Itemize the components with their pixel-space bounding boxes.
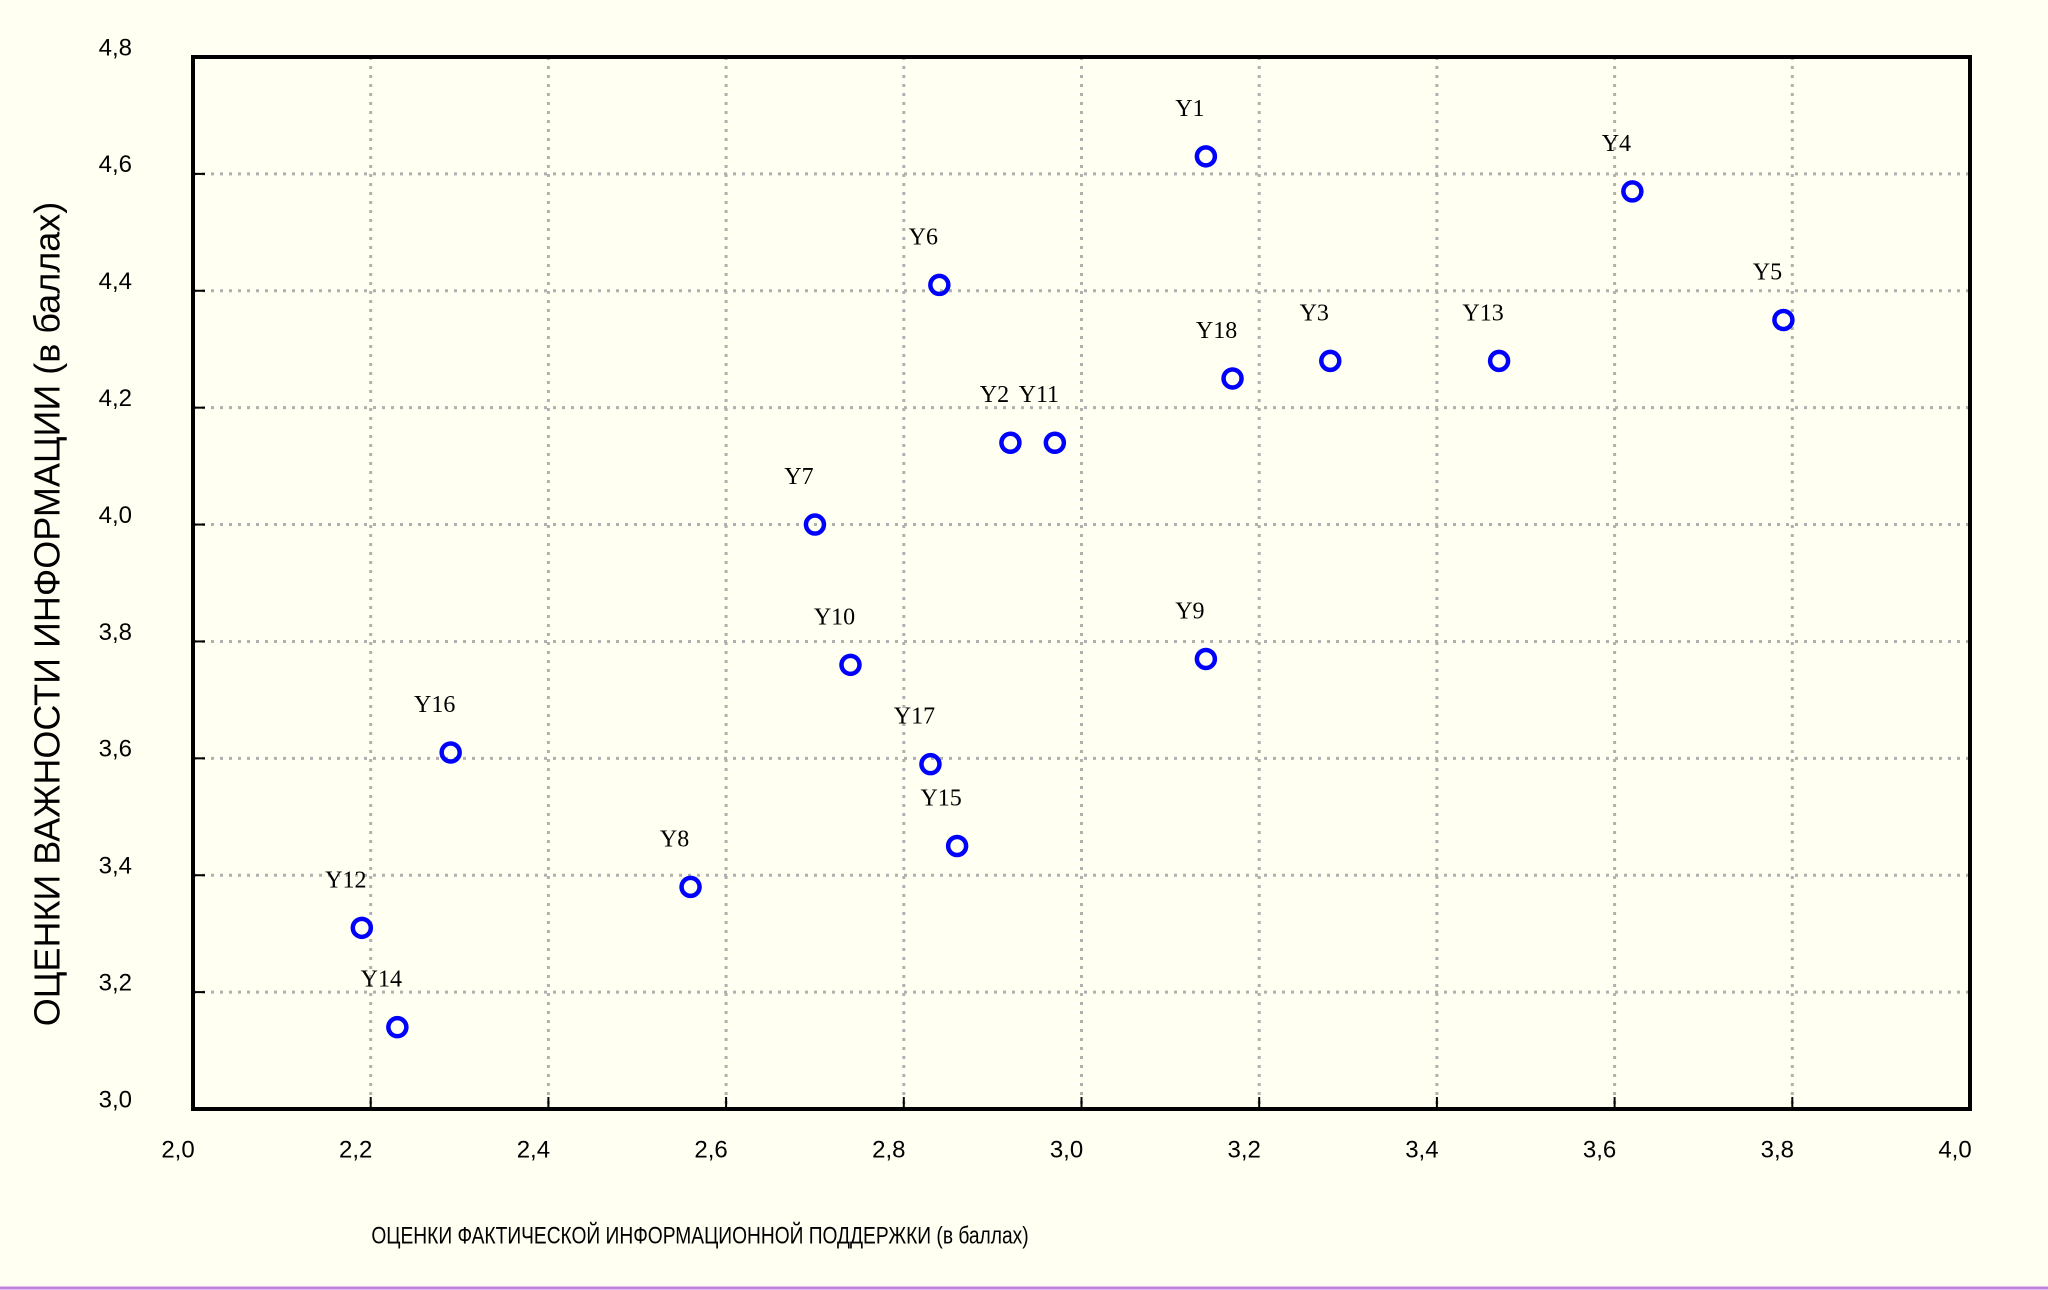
point-label: Y6 bbox=[909, 224, 938, 250]
y-tick-label: 3,2 bbox=[99, 969, 132, 996]
point bbox=[803, 513, 827, 536]
point bbox=[1194, 647, 1218, 671]
y-tick-label: 4,2 bbox=[99, 385, 132, 412]
y-axis-title: ОЦЕНКИ ВАЖНОСТИ ИНФОРМАЦИИ (в баллах) bbox=[27, 202, 68, 1026]
y-tick-label: 4,8 bbox=[99, 34, 132, 61]
x-tick-label: 3,2 bbox=[1228, 1136, 1261, 1163]
x-tick-label: 2,8 bbox=[872, 1136, 905, 1163]
point-label: Y4 bbox=[1602, 131, 1631, 157]
y-tick-label: 3,6 bbox=[99, 736, 132, 763]
point bbox=[1221, 367, 1244, 390]
y-tick-label: 4,4 bbox=[99, 268, 132, 295]
point-label: Y9 bbox=[1175, 598, 1204, 624]
x-tick-label: 4,0 bbox=[1938, 1136, 1971, 1163]
point-label: Y3 bbox=[1300, 300, 1329, 326]
point-label: Y5 bbox=[1753, 260, 1782, 286]
x-tick-label: 3,6 bbox=[1583, 1136, 1616, 1163]
x-tick-label: 3,0 bbox=[1050, 1136, 1083, 1163]
y-tick-label: 4,6 bbox=[99, 151, 132, 178]
point bbox=[1194, 145, 1218, 168]
point bbox=[1621, 180, 1644, 203]
point-label: Y13 bbox=[1462, 300, 1503, 326]
y-tick-label: 4,0 bbox=[99, 502, 132, 529]
point bbox=[679, 875, 702, 899]
point-label: Y15 bbox=[920, 786, 961, 812]
point-label: Y16 bbox=[414, 692, 455, 718]
x-tick-label: 2,4 bbox=[517, 1136, 550, 1163]
x-tick-label: 2,6 bbox=[694, 1136, 727, 1163]
point bbox=[999, 431, 1022, 454]
point bbox=[386, 1015, 409, 1039]
point-label: Y14 bbox=[361, 967, 402, 993]
x-tick-label: 3,4 bbox=[1405, 1136, 1438, 1163]
y-tick-label: 3,0 bbox=[99, 1086, 132, 1113]
point-label: Y10 bbox=[814, 604, 855, 630]
point bbox=[1487, 349, 1511, 373]
x-tick-label: 3,8 bbox=[1761, 1136, 1794, 1163]
point-label: Y8 bbox=[660, 826, 689, 852]
point bbox=[1319, 349, 1342, 373]
point-label: Y11 bbox=[1019, 382, 1059, 408]
point bbox=[945, 834, 969, 858]
point-label: Y7 bbox=[784, 464, 813, 490]
point-label: Y12 bbox=[325, 867, 366, 893]
point bbox=[350, 916, 374, 940]
point bbox=[919, 752, 942, 776]
point-label: Y18 bbox=[1196, 318, 1237, 344]
point bbox=[928, 273, 951, 297]
x-tick-label: 2,2 bbox=[339, 1136, 372, 1163]
point bbox=[439, 741, 462, 764]
point-label: Y2 bbox=[980, 382, 1009, 408]
y-tick-label: 3,4 bbox=[99, 853, 132, 880]
y-tick-label: 3,8 bbox=[99, 619, 132, 646]
plot-frame bbox=[191, 55, 1972, 1111]
point bbox=[839, 653, 862, 677]
point bbox=[1043, 431, 1067, 454]
x-axis-title: ОЦЕНКИ ФАКТИЧЕСКОЙ ИНФОРМАЦИОННОЙ ПОДДЕР… bbox=[371, 1221, 1028, 1249]
point bbox=[1772, 308, 1795, 332]
point-label: Y17 bbox=[894, 704, 935, 730]
x-tick-label: 2,0 bbox=[161, 1136, 194, 1163]
point-label: Y1 bbox=[1175, 96, 1204, 122]
